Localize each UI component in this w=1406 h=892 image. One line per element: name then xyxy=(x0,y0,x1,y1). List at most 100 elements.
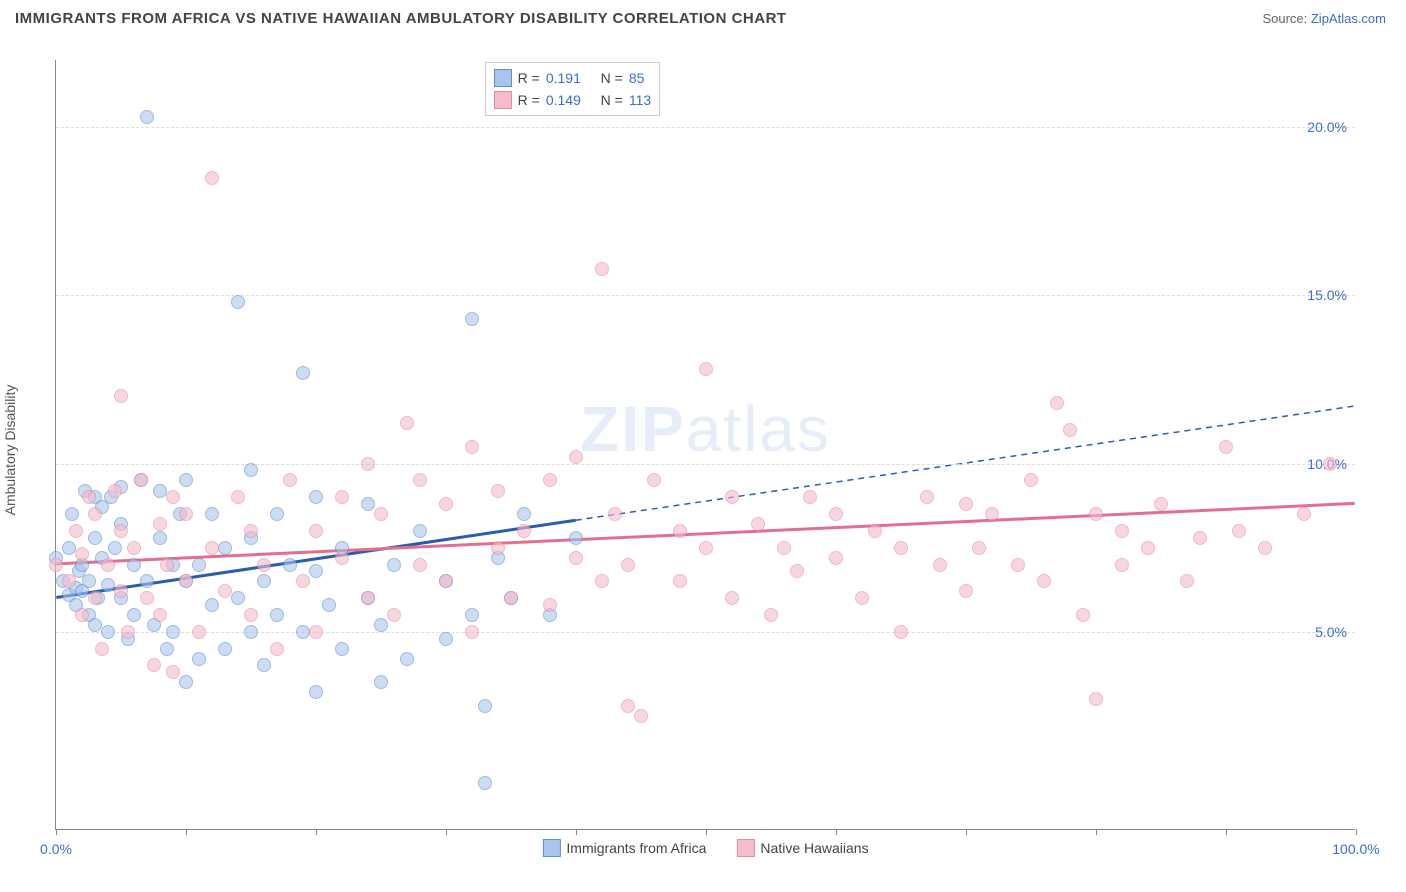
scatter-point xyxy=(108,541,122,555)
scatter-point xyxy=(985,507,999,521)
scatter-point xyxy=(147,658,161,672)
scatter-point xyxy=(205,171,219,185)
scatter-point xyxy=(933,558,947,572)
stats-row: R = 0.191 N = 85 xyxy=(494,67,652,89)
plot-area: ZIPatlas 5.0%10.0%15.0%20.0%0.0%100.0% R… xyxy=(55,60,1355,830)
scatter-point xyxy=(413,473,427,487)
x-tick xyxy=(966,829,967,835)
scatter-point xyxy=(621,699,635,713)
x-tick-label: 100.0% xyxy=(1332,841,1379,857)
scatter-point xyxy=(101,578,115,592)
scatter-point xyxy=(361,591,375,605)
scatter-point xyxy=(621,558,635,572)
scatter-point xyxy=(1037,574,1051,588)
x-tick xyxy=(1356,829,1357,835)
scatter-point xyxy=(134,473,148,487)
scatter-point xyxy=(309,490,323,504)
scatter-point xyxy=(478,699,492,713)
scatter-point xyxy=(309,524,323,538)
scatter-point xyxy=(751,517,765,531)
scatter-point xyxy=(231,490,245,504)
scatter-point xyxy=(543,598,557,612)
scatter-point xyxy=(517,524,531,538)
scatter-point xyxy=(569,531,583,545)
scatter-point xyxy=(1258,541,1272,555)
scatter-point xyxy=(400,652,414,666)
scatter-point xyxy=(647,473,661,487)
scatter-point xyxy=(82,490,96,504)
scatter-point xyxy=(699,541,713,555)
scatter-point xyxy=(387,608,401,622)
x-tick xyxy=(446,829,447,835)
gridline xyxy=(56,127,1355,128)
scatter-point xyxy=(1089,507,1103,521)
scatter-point xyxy=(1089,692,1103,706)
scatter-point xyxy=(205,507,219,521)
x-tick xyxy=(56,829,57,835)
source-label: Source: ZipAtlas.com xyxy=(1262,11,1386,26)
scatter-point xyxy=(1011,558,1025,572)
x-tick xyxy=(576,829,577,835)
scatter-point xyxy=(270,608,284,622)
scatter-point xyxy=(439,632,453,646)
scatter-point xyxy=(361,497,375,511)
y-tick-label: 20.0% xyxy=(1307,119,1347,135)
scatter-point xyxy=(725,490,739,504)
scatter-point xyxy=(153,517,167,531)
scatter-point xyxy=(205,541,219,555)
chart-container: Ambulatory Disability ZIPatlas 5.0%10.0%… xyxy=(15,40,1391,860)
scatter-point xyxy=(153,531,167,545)
scatter-point xyxy=(114,584,128,598)
scatter-point xyxy=(101,558,115,572)
y-tick-label: 5.0% xyxy=(1315,624,1347,640)
scatter-point xyxy=(296,366,310,380)
scatter-point xyxy=(101,625,115,639)
scatter-point xyxy=(335,490,349,504)
scatter-point xyxy=(1076,608,1090,622)
scatter-point xyxy=(1115,524,1129,538)
chart-header: IMMIGRANTS FROM AFRICA VS NATIVE HAWAIIA… xyxy=(0,0,1406,32)
scatter-point xyxy=(634,709,648,723)
legend-label: Immigrants from Africa xyxy=(566,840,706,856)
scatter-point xyxy=(88,591,102,605)
scatter-point xyxy=(673,524,687,538)
scatter-point xyxy=(517,507,531,521)
scatter-point xyxy=(296,574,310,588)
legend-label: Native Hawaiians xyxy=(760,840,868,856)
chart-title: IMMIGRANTS FROM AFRICA VS NATIVE HAWAIIA… xyxy=(15,10,787,27)
scatter-point xyxy=(1193,531,1207,545)
scatter-point xyxy=(192,558,206,572)
legend-item: Native Hawaiians xyxy=(736,839,868,857)
scatter-point xyxy=(127,608,141,622)
source-link[interactable]: ZipAtlas.com xyxy=(1311,11,1386,26)
scatter-point xyxy=(283,558,297,572)
scatter-point xyxy=(257,574,271,588)
scatter-point xyxy=(1180,574,1194,588)
scatter-point xyxy=(439,497,453,511)
scatter-point xyxy=(595,262,609,276)
scatter-point xyxy=(309,625,323,639)
y-tick-label: 15.0% xyxy=(1307,287,1347,303)
scatter-point xyxy=(465,440,479,454)
scatter-point xyxy=(121,625,135,639)
scatter-point xyxy=(959,584,973,598)
scatter-point xyxy=(465,312,479,326)
scatter-point xyxy=(1063,423,1077,437)
scatter-point xyxy=(803,490,817,504)
scatter-point xyxy=(153,608,167,622)
scatter-point xyxy=(231,295,245,309)
scatter-point xyxy=(374,507,388,521)
scatter-point xyxy=(1219,440,1233,454)
scatter-point xyxy=(192,652,206,666)
scatter-point xyxy=(218,584,232,598)
x-tick xyxy=(836,829,837,835)
stats-box: R = 0.191 N = 85 R = 0.149 N = 113 xyxy=(485,62,661,116)
scatter-point xyxy=(166,625,180,639)
scatter-point xyxy=(140,591,154,605)
trend-lines-svg xyxy=(56,60,1355,829)
scatter-point xyxy=(160,558,174,572)
swatch xyxy=(736,839,754,857)
scatter-point xyxy=(65,507,79,521)
scatter-point xyxy=(108,484,122,498)
stats-row: R = 0.149 N = 113 xyxy=(494,89,652,111)
